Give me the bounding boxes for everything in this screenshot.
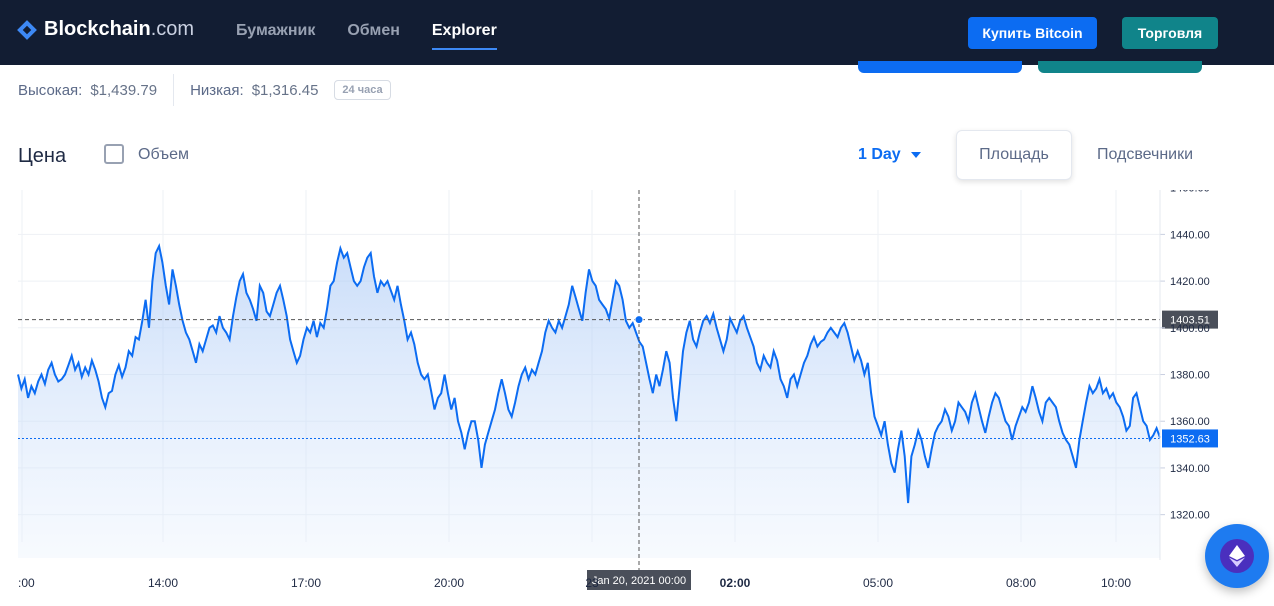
- crosshair-y-label: 1403.51: [1170, 315, 1210, 327]
- x-tick-label: 08:00: [1006, 576, 1036, 590]
- blockchain-logo-icon: [18, 21, 36, 39]
- brand-logo[interactable]: Blockchain.com: [18, 18, 194, 41]
- high-value: $1,439.79: [90, 81, 158, 99]
- y-tick-label: 1440.00: [1170, 229, 1210, 241]
- x-tick-label: 10:00: [1101, 576, 1131, 590]
- chart-title: Цена: [18, 145, 67, 167]
- range-dropdown[interactable]: 1 Day: [858, 146, 921, 164]
- brand-name-suffix: .com: [150, 18, 195, 40]
- price-area-fill: [18, 246, 1160, 558]
- volume-label[interactable]: Объем: [138, 146, 189, 163]
- high-label: Высокая:: [18, 81, 83, 99]
- y-tick-label: 1320.00: [1170, 510, 1210, 522]
- volume-checkbox[interactable]: [104, 144, 124, 164]
- x-tick-label: 17:00: [291, 576, 321, 590]
- x-axis: :00 14:00 17:00 20:00 23 02:00 05:00 08:00 10:00: [18, 576, 1131, 590]
- brand-name-main: Blockchain: [44, 18, 151, 40]
- partially-hidden-blue-button[interactable]: [858, 61, 1022, 73]
- price-stats: Высокая: $1,439.79 Низкая: $1,316.45 24 …: [18, 74, 391, 106]
- trade-button[interactable]: Торговля: [1122, 17, 1218, 49]
- range-value: 1 Day: [858, 146, 901, 163]
- low-stat: Низкая: $1,316.45: [190, 82, 318, 99]
- floating-action-button[interactable]: [1205, 524, 1269, 588]
- y-tick-label: 1460.00: [1170, 190, 1210, 195]
- chart-overlays: 1403.51 Jan 20, 2021 00:00 1352.63: [18, 190, 1218, 590]
- x-tick-label: 23: [585, 576, 599, 590]
- y-axis: 1320.00 1340.00 1360.00 1380.00 1400.00 1420.…: [1159, 190, 1210, 560]
- chevron-down-icon: [910, 152, 921, 158]
- stats-divider: [173, 74, 175, 106]
- current-price-label: 1352.63: [1170, 433, 1210, 445]
- y-tick-label: 1400.00: [1170, 323, 1210, 335]
- area-chart-button[interactable]: Площадь: [956, 130, 1072, 180]
- y-tick-label: 1340.00: [1170, 463, 1210, 475]
- buy-bitcoin-button[interactable]: Купить Bitcoin: [968, 17, 1097, 49]
- x-tick-label: 14:00: [148, 576, 178, 590]
- crosshair-y-label-bg: [1162, 310, 1218, 329]
- crosshair-point: [634, 315, 644, 325]
- price-chart[interactable]: 1403.51 Jan 20, 2021 00:00 1352.63 1320.00…: [0, 190, 1274, 600]
- top-nav: Blockchain.com Бумажник Обмен Explorer К…: [0, 0, 1274, 65]
- x-tick-label: :00: [18, 576, 35, 590]
- y-tick-label: 1420.00: [1170, 276, 1210, 288]
- brand-name: Blockchain.com: [44, 18, 194, 41]
- period-badge: 24 часа: [334, 80, 391, 100]
- nav-links: Бумажник Обмен Explorer: [236, 22, 497, 50]
- y-tick-label: 1360.00: [1170, 416, 1210, 428]
- partially-hidden-teal-button[interactable]: [1038, 61, 1202, 73]
- y-tick-label: 1380.00: [1170, 370, 1210, 382]
- x-tick-label: 20:00: [434, 576, 464, 590]
- high-stat: Высокая: $1,439.79: [18, 82, 157, 99]
- current-price-label-bg: [1162, 429, 1218, 448]
- nav-link-wallet[interactable]: Бумажник: [236, 22, 316, 39]
- price-line: [17, 243, 1161, 504]
- crosshair-x-label: Jan 20, 2021 00:00: [592, 575, 686, 587]
- nav-link-explorer[interactable]: Explorer: [431, 22, 497, 50]
- crosshair-x-label-bg: [587, 570, 691, 590]
- ethereum-glyph: [1229, 545, 1245, 567]
- nav-link-exchange[interactable]: Обмен: [347, 22, 400, 39]
- low-value: $1,316.45: [251, 81, 319, 99]
- x-tick-label: 02:00: [720, 576, 751, 590]
- ethereum-icon: [1220, 539, 1254, 573]
- low-label: Низкая:: [190, 81, 244, 99]
- x-tick-label: 05:00: [863, 576, 893, 590]
- candlestick-chart-button[interactable]: Подсвечники: [1082, 130, 1208, 180]
